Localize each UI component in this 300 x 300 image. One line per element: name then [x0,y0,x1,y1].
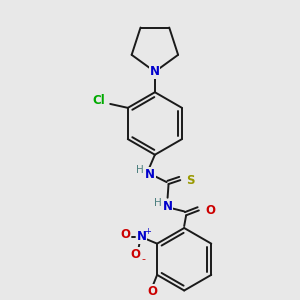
Text: H: H [136,165,144,176]
Text: N: N [145,168,155,181]
Text: +: + [144,227,151,236]
Text: Cl: Cl [92,94,105,106]
Text: N: N [150,65,160,78]
Text: N: N [136,230,146,243]
Text: S: S [186,174,194,187]
Text: O: O [120,228,130,241]
Text: -: - [141,254,146,264]
Text: H: H [154,198,162,208]
Text: N: N [163,200,172,213]
Text: O: O [130,248,141,261]
Text: O: O [206,204,216,217]
Text: O: O [147,285,157,298]
